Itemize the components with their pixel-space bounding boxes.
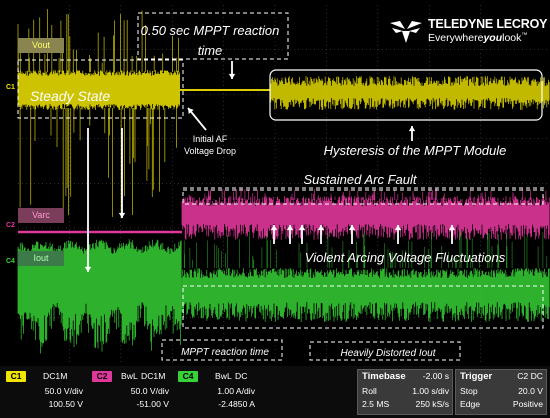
timebase-panel[interactable]: Timebase -2.00 s Roll 1.00 s/div 2.5 MS … xyxy=(357,369,453,415)
c2-offset: -51.00 V xyxy=(136,399,170,409)
iout-distorted-band xyxy=(181,268,550,322)
violent-arc-arrow xyxy=(317,225,325,244)
trigger-slope: Positive xyxy=(512,399,543,409)
brand-name: TELEDYNE LECROY xyxy=(428,17,548,31)
arrow-head xyxy=(84,266,92,272)
iout-steady-band xyxy=(17,239,182,354)
c1-coupling: DC1M xyxy=(43,371,68,381)
varc-waveform xyxy=(18,188,550,240)
arrow-head xyxy=(188,108,194,114)
lecroy-bird-icon xyxy=(390,21,422,43)
c1-panel[interactable]: C1 DC1M 50.0 V/div 100.50 V xyxy=(3,369,85,415)
sustained-arc-box xyxy=(182,189,544,205)
c4-badge: C4 xyxy=(178,371,198,382)
violent-arc-arrow xyxy=(448,225,456,244)
timebase-title: Timebase xyxy=(362,371,406,382)
varc-trace-label: Varc xyxy=(18,208,64,223)
c2-panel[interactable]: C2 BwL DC1M 50.0 V/div -51.00 V xyxy=(89,369,171,415)
timebase-delay: -2.00 s xyxy=(422,371,449,381)
c2-vdiv: 50.0 V/div xyxy=(130,386,169,396)
c2-marker: C2 xyxy=(6,222,15,229)
trigger-source: C2 DC xyxy=(517,371,543,381)
trigger-type: Edge xyxy=(460,399,481,409)
steady-state-label: Steady State xyxy=(30,88,111,104)
violent-arc-arrow xyxy=(348,225,356,244)
arrow-head xyxy=(448,225,456,231)
initial-af-arrow xyxy=(187,107,207,131)
violent-arc-arrow xyxy=(394,225,402,244)
timebase-tdiv: 1.00 s/div xyxy=(412,386,449,396)
arrow-head xyxy=(348,225,356,231)
c4-marker: C4 xyxy=(6,258,15,265)
teledyne-lecroy-logo: TELEDYNE LECROY Everywhereyoulook™ xyxy=(388,17,548,51)
timebase-mode: Roll xyxy=(362,386,377,396)
hysteresis-arrow xyxy=(408,126,416,141)
steady-state-box xyxy=(17,59,184,119)
hysteresis-label: Hysteresis of the MPPT Module xyxy=(323,143,507,158)
iout-trace-label: Iout xyxy=(18,251,64,266)
hysteresis-box xyxy=(269,69,543,121)
arrow-head xyxy=(408,126,416,132)
arrow-head xyxy=(298,225,306,231)
annotation-frames xyxy=(17,12,545,361)
steady-to-varc-arrow xyxy=(118,128,126,218)
c1-offset: 100.50 V xyxy=(48,399,83,409)
c4-offset: -2.4850 A xyxy=(218,399,255,409)
timebase-rate: 250 kS/s xyxy=(415,399,449,409)
status-bar: C1 DC1M 50.0 V/div 100.50 V C2 BwL DC1M … xyxy=(0,366,550,418)
c4-bwl: BwL xyxy=(215,371,232,381)
violent-arcing-label: Violent Arcing Voltage Fluctuations xyxy=(304,250,506,265)
timebase-samples: 2.5 MS xyxy=(362,399,390,409)
distorted-iout-box xyxy=(182,285,544,329)
arrow-head xyxy=(228,73,236,79)
c1-vdiv: 50.0 V/div xyxy=(44,386,83,396)
violent-arc-arrow xyxy=(298,225,306,244)
arrow-head xyxy=(270,225,278,231)
varc-spikes xyxy=(188,188,547,200)
arrow-head xyxy=(118,212,126,218)
brand-tagline: Everywhereyoulook™ xyxy=(428,32,528,44)
c4-adiv: 1.00 A/div xyxy=(217,386,255,396)
iout-spikes xyxy=(183,231,548,268)
mppt-reaction-time-title: 0.50 sec MPPT reaction time xyxy=(140,23,280,58)
trigger-panel[interactable]: Trigger C2 DC Stop 20.0 V Edge Positive xyxy=(455,369,547,415)
arrow-head xyxy=(317,225,325,231)
c2-coupling: DC1M xyxy=(141,371,166,381)
waveform-display xyxy=(17,5,550,362)
vout-trace-label: Vout xyxy=(18,38,64,53)
c4-panel[interactable]: C4 BwL DC 1.00 A/div -2.4850 A xyxy=(175,369,257,415)
mppt-reaction-time-label: MPPT reaction time xyxy=(181,347,269,358)
c2-bwl: BwL xyxy=(121,371,138,381)
steady-to-iout-arrow xyxy=(84,128,92,272)
iout-waveform xyxy=(17,231,550,354)
trigger-title: Trigger xyxy=(460,371,493,382)
violent-arc-arrow xyxy=(270,225,278,244)
annotation-arrows xyxy=(84,61,456,272)
sustained-arc-fault-label: Sustained Arc Fault xyxy=(303,172,417,187)
c1-badge: C1 xyxy=(6,371,26,382)
mppt-reaction-box xyxy=(161,339,283,361)
violent-arc-arrow xyxy=(286,225,294,244)
mppt-time-arrow xyxy=(228,61,236,79)
varc-arc-band xyxy=(181,196,550,240)
trigger-level: 20.0 V xyxy=(518,386,543,396)
heavily-distorted-iout-label: Heavily Distorted Iout xyxy=(340,348,436,359)
arrow-head xyxy=(394,225,402,231)
c1-marker: C1 xyxy=(6,84,15,91)
arrow-head xyxy=(286,225,294,231)
trigger-state: Stop xyxy=(460,386,478,396)
c4-coupling: DC xyxy=(235,371,248,381)
c2-badge: C2 xyxy=(92,371,112,382)
initial-af-voltage-drop-label: Initial AF Voltage Drop xyxy=(183,134,237,156)
